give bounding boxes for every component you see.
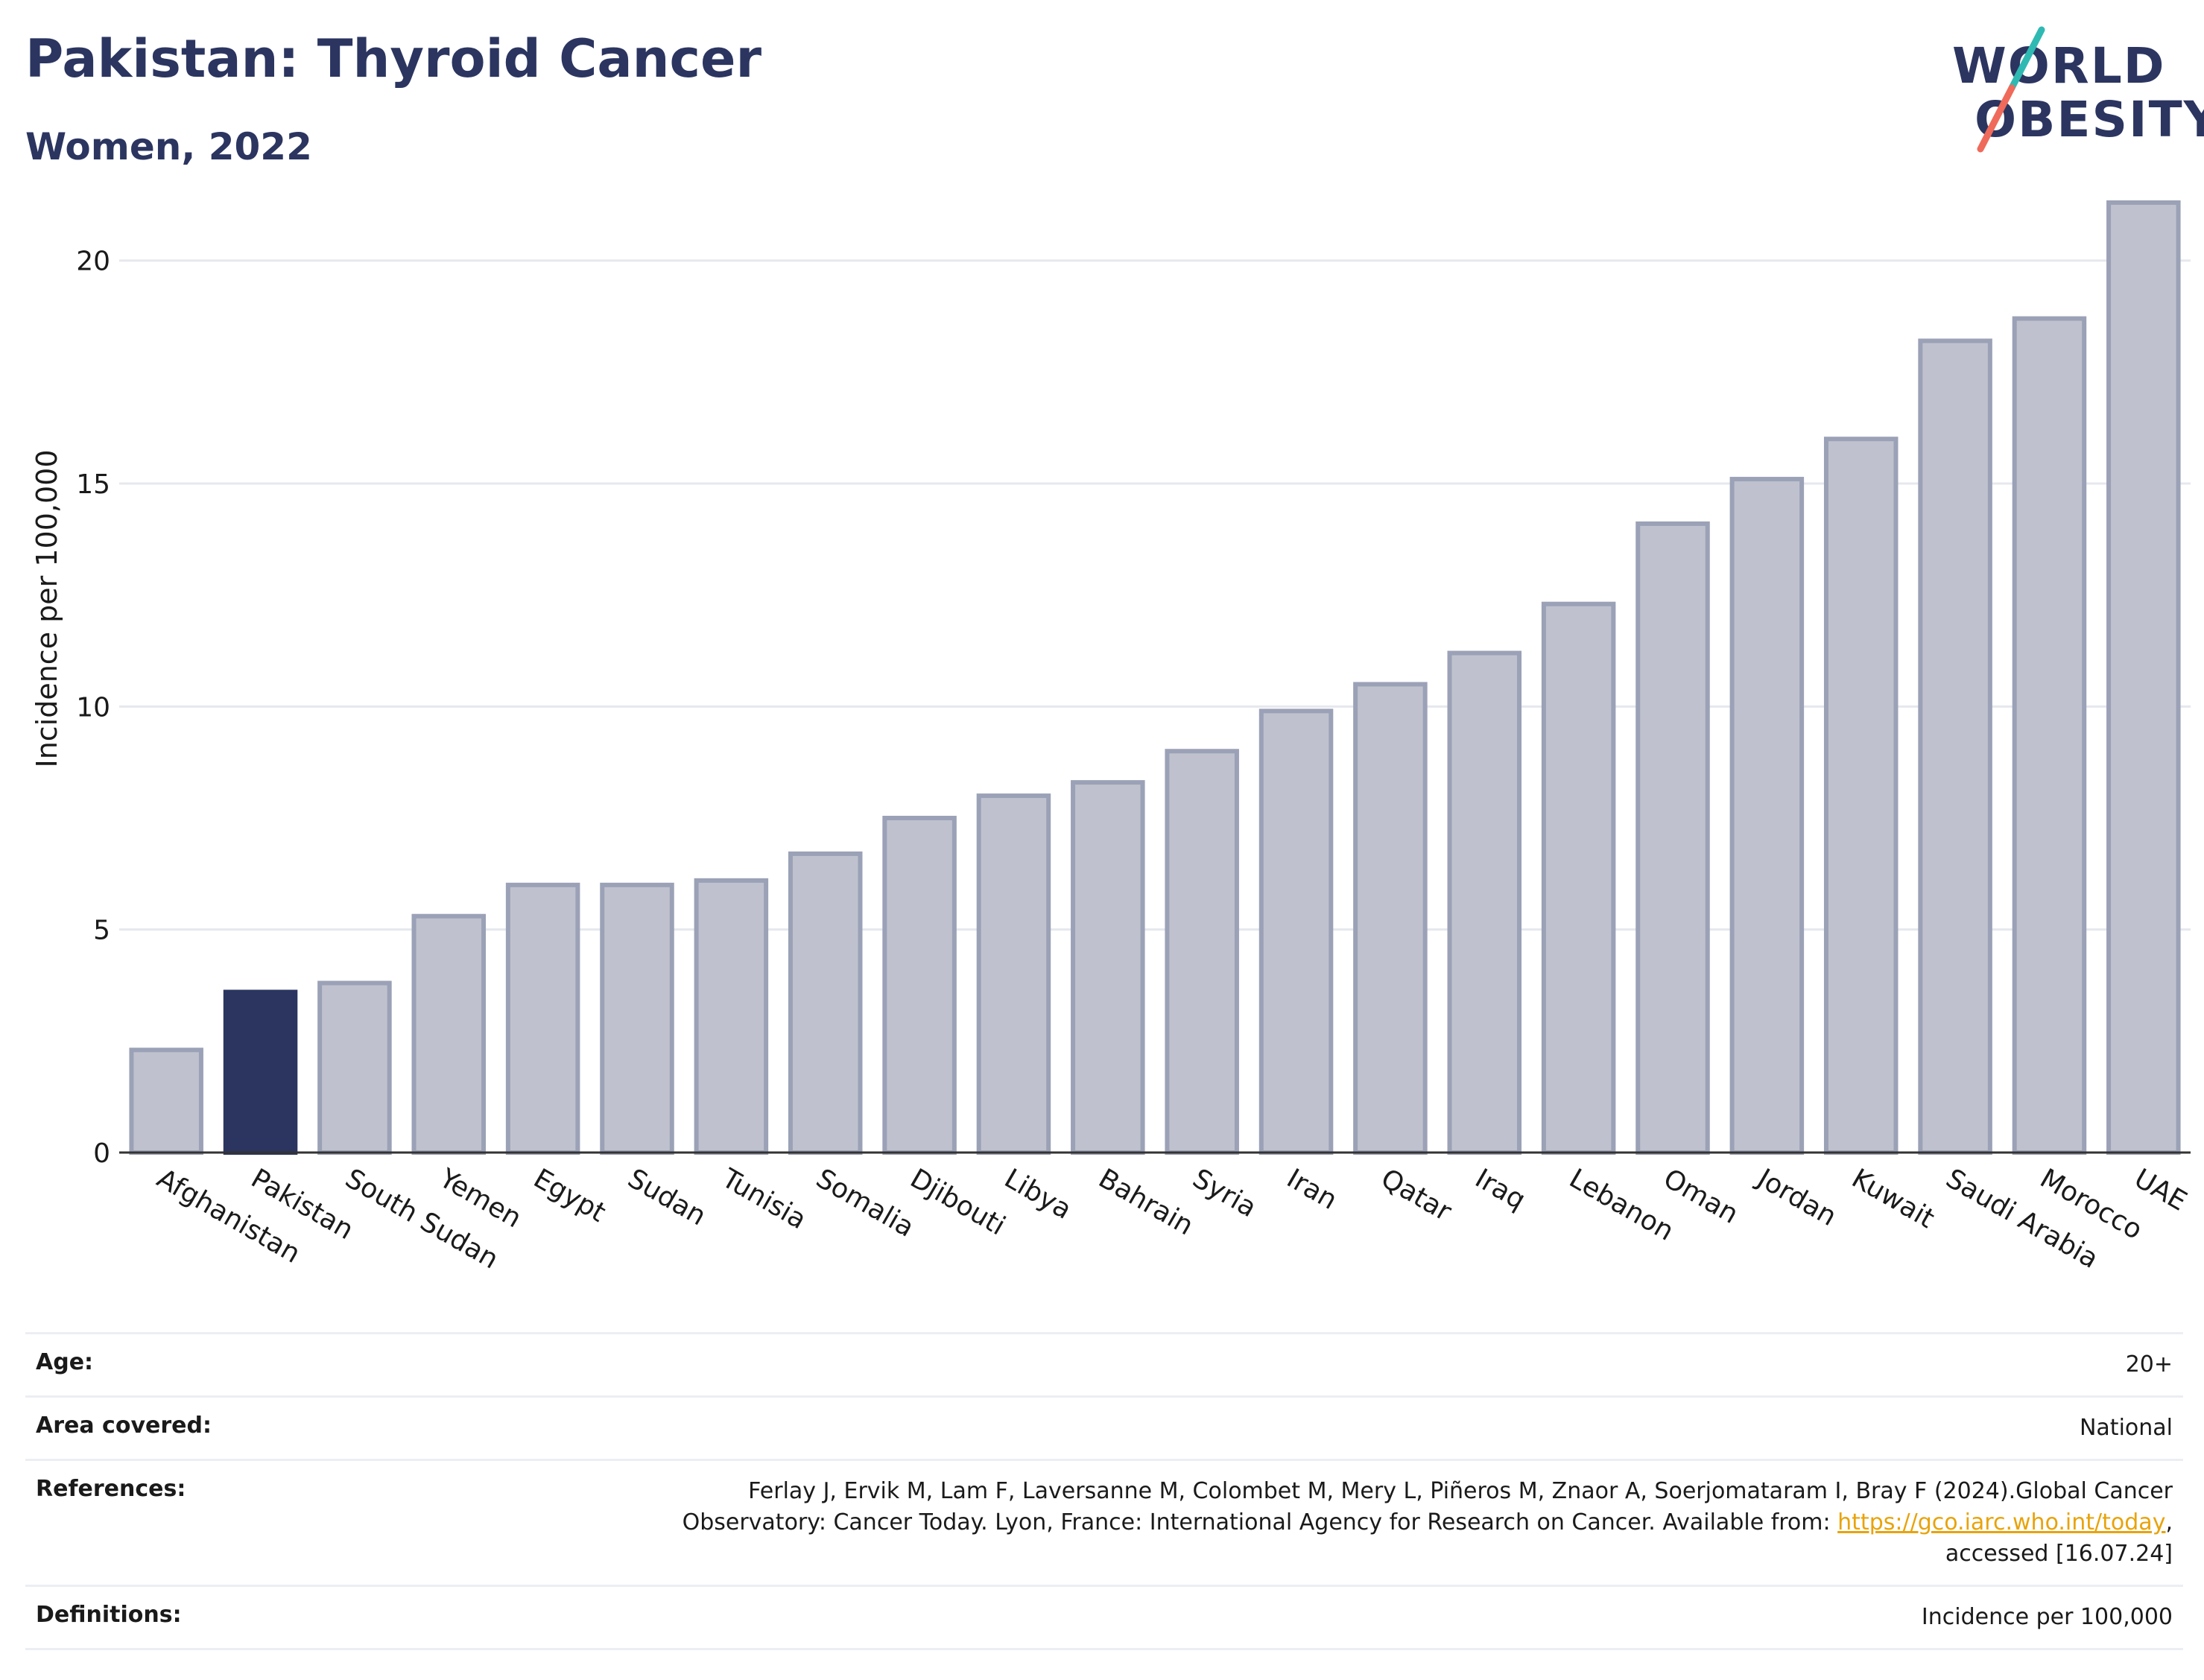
- bar-pakistan[interactable]: [223, 989, 298, 1156]
- x-tick-label: Tunisia: [716, 1163, 811, 1235]
- info-row-age: Age: 20+: [25, 1332, 2183, 1395]
- references-label: References:: [36, 1476, 186, 1502]
- x-tick-label: Kuwait: [1846, 1163, 1939, 1234]
- x-tick-label: Egypt: [528, 1163, 610, 1228]
- x-tick-label: Lebanon: [1564, 1163, 1679, 1247]
- info-table: Age: 20+ Area covered: National Referenc…: [25, 1332, 2183, 1650]
- x-tick-label: Jordan: [1751, 1162, 1841, 1232]
- y-tick-label: 10: [76, 692, 110, 723]
- info-row-references: References: Ferlay J, Ervik M, Lam F, La…: [25, 1459, 2183, 1585]
- references-text-4: accessed [16.07.24]: [1945, 1541, 2173, 1567]
- bar-afghanistan[interactable]: [129, 1047, 203, 1155]
- x-tick-label: Libya: [999, 1163, 1077, 1226]
- x-tick-label: Iran: [1282, 1163, 1342, 1216]
- x-tick-label: UAE: [2129, 1163, 2191, 1217]
- bar-sudan[interactable]: [600, 882, 674, 1155]
- references-text-1: Ferlay J, Ervik M, Lam F, Laversanne M, …: [748, 1478, 2173, 1504]
- references-text-2: Observatory: Cancer Today. Lyon, France:…: [682, 1509, 1838, 1535]
- bar-morocco[interactable]: [2012, 316, 2087, 1155]
- area-value: National: [2079, 1415, 2173, 1441]
- x-tick-label: Djibouti: [905, 1163, 1010, 1241]
- x-tick-label: Bahrain: [1093, 1163, 1198, 1241]
- y-tick-label: 5: [93, 916, 110, 946]
- y-tick-labels: 0 5 10 15 20: [76, 247, 110, 1169]
- bar-iraq[interactable]: [1447, 650, 1522, 1155]
- y-axis-label: Incidence per 100,000: [31, 449, 63, 767]
- bar-qatar[interactable]: [1353, 682, 1428, 1155]
- x-tick-label: Qatar: [1375, 1163, 1456, 1227]
- info-row-area: Area covered: National: [25, 1395, 2183, 1459]
- age-value: 20+: [2125, 1351, 2173, 1378]
- x-tick-label: Somalia: [811, 1163, 919, 1243]
- references-value: Ferlay J, Ervik M, Lam F, Laversanne M, …: [683, 1476, 2173, 1570]
- y-tick-label: 20: [76, 247, 110, 277]
- chart-title: Pakistan: Thyroid Cancer: [25, 28, 761, 89]
- info-row-definitions: Definitions: Incidence per 100,000: [25, 1585, 2183, 1650]
- world-obesity-logo: WORLD OBESITY: [1930, 22, 2204, 156]
- logo-line-2: OBESITY: [1975, 91, 2204, 148]
- bar-uae[interactable]: [2106, 200, 2181, 1156]
- age-label: Age:: [36, 1349, 94, 1375]
- y-tick-label: 0: [93, 1138, 110, 1169]
- logo-line-1: WORLD: [1952, 37, 2166, 95]
- bar-jordan[interactable]: [1729, 477, 1805, 1155]
- x-tick-label: Iraq: [1470, 1163, 1530, 1216]
- bar-oman[interactable]: [1635, 521, 1710, 1155]
- logo-slash-icon: [1977, 26, 2045, 153]
- bar-yemen[interactable]: [411, 913, 487, 1155]
- references-link[interactable]: https://gco.iarc.who.int/today: [1837, 1509, 2166, 1535]
- references-text-3: ,: [2165, 1509, 2173, 1535]
- bar-djibouti[interactable]: [882, 816, 957, 1155]
- y-tick-label: 15: [76, 469, 110, 500]
- bars: [129, 200, 2181, 1156]
- bar-libya[interactable]: [976, 793, 1051, 1155]
- x-tick-label: Sudan: [623, 1163, 712, 1232]
- bar-syria[interactable]: [1165, 749, 1239, 1155]
- bar-lebanon[interactable]: [1541, 601, 1616, 1155]
- bar-iran[interactable]: [1258, 709, 1334, 1155]
- definitions-value: Incidence per 100,000: [1921, 1604, 2173, 1630]
- bar-kuwait[interactable]: [1823, 437, 1899, 1155]
- bar-egypt[interactable]: [505, 882, 580, 1155]
- bar-bahrain[interactable]: [1071, 780, 1145, 1156]
- area-label: Area covered:: [36, 1413, 212, 1439]
- bar-saudi-arabia[interactable]: [1918, 338, 1992, 1155]
- bar-somalia[interactable]: [788, 851, 863, 1155]
- bar-south-sudan[interactable]: [317, 980, 392, 1155]
- chart-subtitle: Women, 2022: [25, 125, 312, 168]
- bar-tunisia[interactable]: [694, 878, 769, 1156]
- definitions-label: Definitions:: [36, 1602, 182, 1628]
